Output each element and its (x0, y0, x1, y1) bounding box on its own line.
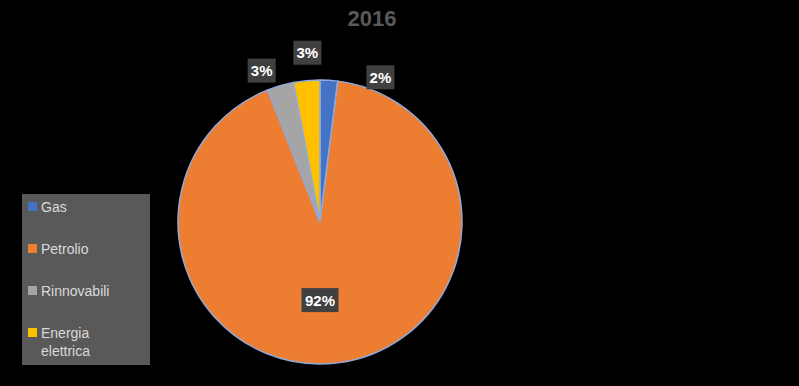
html-text:Gas: Gas (41, 199, 67, 215)
html-text:Petrolio: Petrolio (41, 241, 89, 257)
svg-text:3%: 3% (251, 62, 273, 79)
svg-text:92%: 92% (305, 292, 335, 309)
svg-text:2%: 2% (370, 69, 392, 86)
html-text:2016: 2016 (347, 6, 397, 31)
html-text:Energia elettrica: Energia elettrica (41, 325, 90, 359)
svg-text:3%: 3% (297, 44, 319, 61)
html-text:Rinnovabili: Rinnovabili (41, 283, 110, 299)
